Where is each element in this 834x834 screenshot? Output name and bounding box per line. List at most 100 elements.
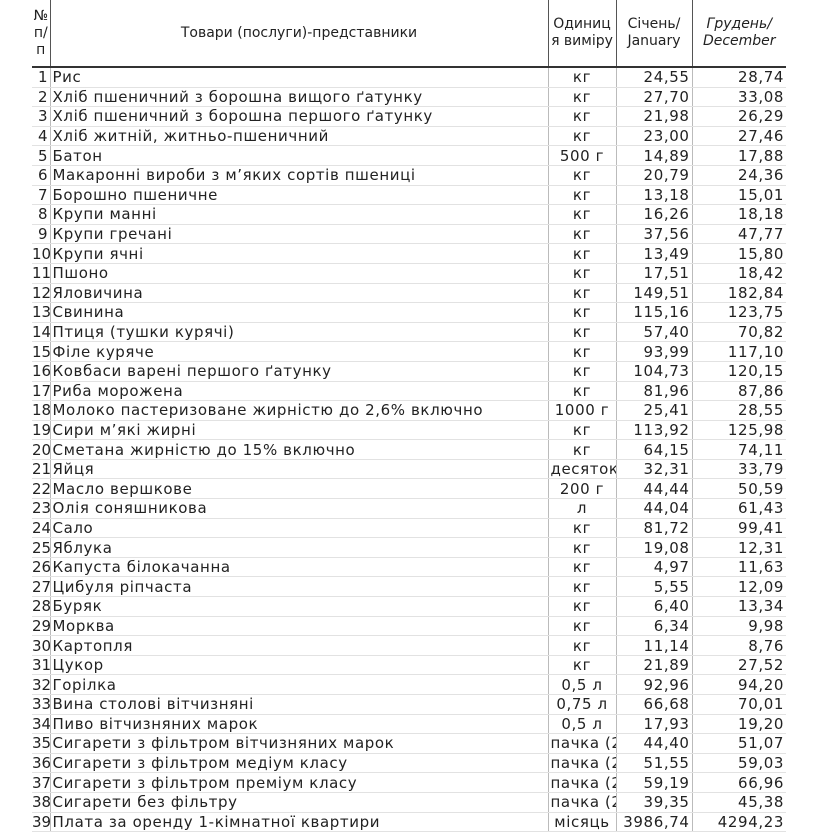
unit: кг (547, 439, 616, 460)
item-name: Буряк (49, 596, 548, 617)
unit: пачка (20 шт.) (547, 772, 616, 793)
table-row: 21 Яйця десяток 32,31 33,79 (32, 459, 786, 480)
row-number: 38 (32, 792, 50, 813)
table-row: 1 Рис кг 24,55 28,74 (32, 67, 786, 88)
january-price: 113,92 (615, 420, 692, 441)
december-price: 117,10 (691, 341, 786, 362)
table-row: 10 Крупи ячні кг 13,49 15,80 (32, 243, 786, 264)
table-row: 8 Крупи манні кг 16,26 18,18 (32, 204, 786, 225)
row-number: 36 (32, 753, 50, 774)
row-number: 5 (32, 145, 50, 166)
item-name: Горілка (49, 674, 548, 695)
unit: кг (547, 106, 616, 127)
table-row: 20 Сметана жирністю до 15% включно кг 64,15… (32, 439, 786, 460)
unit: кг (547, 224, 616, 245)
table-row: 39 Плата за оренду 1-кімнатної квартири мі… (32, 812, 786, 833)
january-price: 6,40 (615, 596, 692, 617)
january-price: 3986,74 (615, 812, 692, 833)
row-number: 29 (32, 616, 50, 637)
unit: 500 г (547, 145, 616, 166)
unit: пачка (20 шт.) (547, 753, 616, 774)
unit: кг (547, 87, 616, 108)
december-price: 61,43 (691, 498, 786, 519)
row-number: 30 (32, 635, 50, 656)
row-number: 10 (32, 243, 50, 264)
december-price: 125,98 (691, 420, 786, 441)
december-price: 50,59 (691, 478, 786, 500)
item-name: Сигарети з фільтром преміум класу (49, 772, 548, 793)
header-goods: Товари (послуги)-представники (49, 0, 548, 68)
item-name: Яблука (49, 537, 548, 558)
table-row: 35 Сигарети з фільтром вітчизняних марок п… (32, 733, 786, 754)
unit: кг (547, 322, 616, 343)
row-number: 14 (32, 322, 50, 343)
january-price: 20,79 (615, 165, 692, 186)
december-price: 182,84 (691, 283, 786, 304)
unit: кг (547, 537, 616, 558)
item-name: Риба морожена (49, 381, 548, 402)
january-price: 39,35 (615, 792, 692, 813)
january-price: 5,55 (615, 576, 692, 598)
row-number: 25 (32, 537, 50, 558)
table-row: 18 Молоко пастеризоване жирністю до 2,6% … (32, 400, 786, 421)
table-row: 5 Батон 500 г 14,89 17,88 (32, 145, 786, 166)
item-name: Крупи ячні (49, 243, 548, 264)
item-name: Пиво вітчизняних марок (49, 714, 548, 735)
row-number: 9 (32, 224, 50, 245)
january-price: 23,00 (615, 126, 692, 147)
item-name: Сигарети з фільтром вітчизняних марок (49, 733, 548, 754)
january-price: 19,08 (615, 537, 692, 558)
december-price: 33,79 (691, 459, 786, 480)
item-name: Сало (49, 518, 548, 539)
december-price: 9,98 (691, 616, 786, 637)
december-price: 27,46 (691, 126, 786, 147)
table-row: 31 Цукор кг 21,89 27,52 (32, 655, 786, 676)
header-number: № п/п (32, 0, 50, 68)
item-name: Борошно пшеничне (49, 185, 548, 206)
unit: кг (547, 165, 616, 186)
row-number: 24 (32, 518, 50, 539)
december-price: 74,11 (691, 439, 786, 460)
item-name: Крупи манні (49, 204, 548, 225)
december-price: 123,75 (691, 302, 786, 323)
row-number: 13 (32, 302, 50, 323)
item-name: Цукор (49, 655, 548, 676)
row-number: 23 (32, 498, 50, 519)
january-price: 6,34 (615, 616, 692, 637)
january-price: 21,89 (615, 655, 692, 676)
item-name: Хліб пшеничний з борошна вищого ґатунку (49, 87, 548, 108)
december-price: 45,38 (691, 792, 786, 813)
item-name: Сири м’які жирні (49, 420, 548, 441)
row-number: 19 (32, 420, 50, 441)
december-price: 12,09 (691, 576, 786, 598)
january-price: 57,40 (615, 322, 692, 343)
table-row: 24 Сало кг 81,72 99,41 (32, 518, 786, 539)
table-row: 25 Яблука кг 19,08 12,31 (32, 537, 786, 558)
unit: л (547, 498, 616, 519)
table-row: 32 Горілка 0,5 л 92,96 94,20 (32, 674, 786, 695)
january-price: 149,51 (615, 283, 692, 304)
header-december-text: Грудень/ December (702, 16, 776, 49)
item-name: Філе куряче (49, 341, 548, 362)
december-price: 4294,23 (691, 812, 786, 833)
unit: кг (547, 616, 616, 637)
unit: 0,75 л (547, 694, 616, 715)
item-name: Сметана жирністю до 15% включно (49, 439, 548, 460)
row-number: 15 (32, 341, 50, 362)
december-price: 24,36 (691, 165, 786, 186)
item-name: Рис (49, 67, 548, 88)
december-price: 51,07 (691, 733, 786, 754)
unit: кг (547, 381, 616, 402)
december-price: 66,96 (691, 772, 786, 793)
row-number: 12 (32, 283, 50, 304)
item-name: Сигарети без фільтру (49, 792, 548, 813)
item-name: Яйця (49, 459, 548, 480)
table-row: 36 Сигарети з фільтром медіум класу пачка … (32, 753, 786, 774)
row-number: 16 (32, 361, 50, 382)
january-price: 104,73 (615, 361, 692, 382)
table-row: 19 Сири м’які жирні кг 113,92 125,98 (32, 420, 786, 441)
december-price: 28,74 (691, 67, 786, 88)
unit: кг (547, 67, 616, 88)
row-number: 4 (32, 126, 50, 147)
january-price: 25,41 (615, 400, 692, 421)
